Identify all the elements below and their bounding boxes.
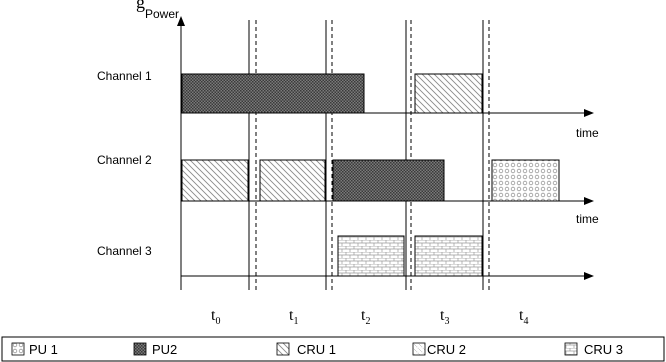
time-axis-2-label: time (576, 212, 599, 226)
time-axis-1-arrow (584, 109, 594, 117)
ch2-pu2-block (332, 159, 445, 202)
ch2-cru1-block-t0 (181, 159, 249, 202)
time-axis-2-arrow (584, 197, 594, 205)
ch2-cru1-block-t1 (259, 159, 326, 202)
legend-label-cru3: CRU 3 (584, 342, 623, 357)
legend-swatch-cru3 (564, 342, 578, 356)
channel-1-label: Channel 1 (97, 69, 152, 83)
ch3-cru3-block-t3 (414, 235, 483, 277)
slot-label-t0: t0 (211, 307, 220, 327)
legend-swatch-cru2 (412, 342, 426, 356)
ch1-pu2-block (181, 73, 365, 114)
legend-label-cru1: CRU 1 (297, 342, 336, 357)
time-axis-3-arrow (584, 272, 594, 280)
y-axis-label: Power (145, 7, 179, 21)
slot-boundaries (248, 20, 490, 290)
slot-label-t2: t2 (361, 307, 370, 327)
time-axis-1-label: time (576, 126, 599, 140)
legend-label-cru2: CRU 2 (427, 342, 466, 357)
legend-label-pu2: PU2 (152, 342, 177, 357)
slot-label-t4: t4 (519, 307, 528, 327)
channel-3-label: Channel 3 (97, 244, 152, 258)
legend-frame (1, 336, 665, 362)
ch2-pu1-block (491, 159, 560, 202)
channel-2-label: Channel 2 (97, 153, 152, 167)
slot-label-t3: t3 (440, 307, 449, 327)
heading-fragment: g (136, 0, 145, 12)
ch1-cru1-block (414, 73, 483, 114)
y-axis-arrow (177, 16, 185, 26)
legend-swatch-pu1 (11, 342, 25, 356)
legend-swatch-cru1 (276, 342, 290, 356)
ch3-cru3-block-t2 (337, 235, 405, 277)
legend-label-pu1: PU 1 (29, 342, 58, 357)
legend: PU 1 PU2 CRU 1 CRU 2 CRU 3 (1, 336, 665, 362)
slot-label-t1: t1 (289, 307, 298, 327)
legend-swatch-pu2 (133, 342, 147, 356)
